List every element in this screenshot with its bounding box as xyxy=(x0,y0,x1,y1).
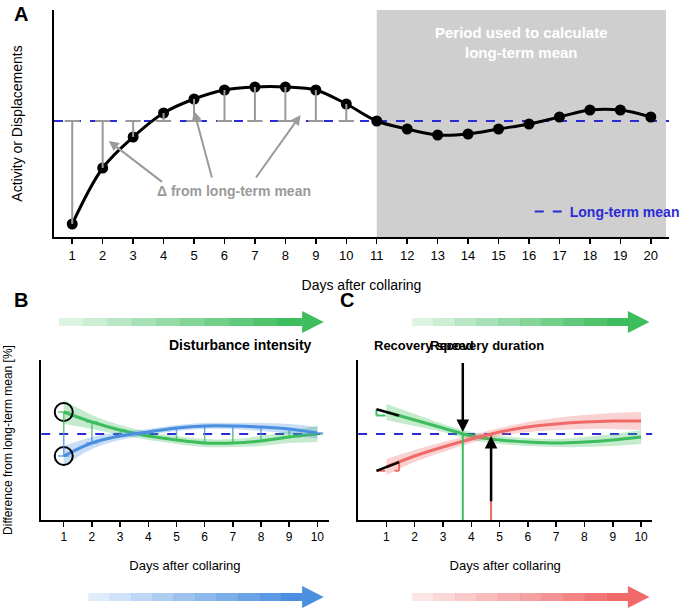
svg-text:8: 8 xyxy=(258,530,265,544)
svg-text:5: 5 xyxy=(173,530,180,544)
svg-text:10: 10 xyxy=(311,530,325,544)
svg-text:Difference from long-term mean: Difference from long-term mean [%] xyxy=(1,345,15,535)
svg-text:Days after collaring: Days after collaring xyxy=(302,277,422,293)
svg-text:Days after collaring: Days after collaring xyxy=(129,558,240,573)
svg-text:3: 3 xyxy=(117,530,124,544)
svg-text:3: 3 xyxy=(440,530,447,544)
svg-text:6: 6 xyxy=(221,248,228,263)
svg-text:1: 1 xyxy=(69,248,76,263)
svg-text:Days after collaring: Days after collaring xyxy=(450,558,561,573)
svg-text:8: 8 xyxy=(282,248,289,263)
svg-text:5: 5 xyxy=(496,530,503,544)
svg-text:B: B xyxy=(14,289,28,311)
svg-text:8: 8 xyxy=(581,530,588,544)
svg-text:7: 7 xyxy=(229,530,236,544)
svg-text:7: 7 xyxy=(251,248,258,263)
svg-text:Δ from long-term mean: Δ from long-term mean xyxy=(157,183,311,199)
svg-text:10: 10 xyxy=(339,248,353,263)
svg-text:16: 16 xyxy=(522,248,536,263)
svg-text:20: 20 xyxy=(644,248,658,263)
svg-text:3: 3 xyxy=(130,248,137,263)
svg-text:9: 9 xyxy=(312,248,319,263)
svg-text:6: 6 xyxy=(525,530,532,544)
svg-text:18: 18 xyxy=(583,248,597,263)
svg-text:9: 9 xyxy=(609,530,616,544)
svg-text:1: 1 xyxy=(60,530,67,544)
svg-text:6: 6 xyxy=(201,530,208,544)
svg-text:19: 19 xyxy=(613,248,627,263)
svg-text:4: 4 xyxy=(160,248,167,263)
svg-text:11: 11 xyxy=(370,248,384,263)
svg-text:Recovery speed: Recovery speed xyxy=(374,338,474,353)
svg-text:10: 10 xyxy=(634,530,648,544)
svg-text:15: 15 xyxy=(491,248,505,263)
svg-text:14: 14 xyxy=(461,248,475,263)
svg-text:Activity or Displacements: Activity or Displacements xyxy=(9,45,25,201)
svg-text:Disturbance intensity: Disturbance intensity xyxy=(169,337,312,353)
svg-text:12: 12 xyxy=(400,248,414,263)
svg-text:2: 2 xyxy=(99,248,106,263)
svg-text:A: A xyxy=(14,3,28,25)
svg-text:2: 2 xyxy=(411,530,418,544)
svg-text:17: 17 xyxy=(552,248,566,263)
svg-text:Period used to calculatelong-t: Period used to calculatelong-term mean xyxy=(435,24,608,61)
svg-text:Long-term mean: Long-term mean xyxy=(570,204,680,220)
svg-text:2: 2 xyxy=(89,530,96,544)
svg-text:1: 1 xyxy=(383,530,390,544)
svg-text:C: C xyxy=(340,289,354,311)
svg-text:13: 13 xyxy=(430,248,444,263)
svg-text:4: 4 xyxy=(145,530,152,544)
svg-text:Recovery duration: Recovery duration xyxy=(430,338,544,353)
svg-text:5: 5 xyxy=(190,248,197,263)
svg-text:7: 7 xyxy=(553,530,560,544)
svg-text:9: 9 xyxy=(286,530,293,544)
svg-text:4: 4 xyxy=(468,530,475,544)
